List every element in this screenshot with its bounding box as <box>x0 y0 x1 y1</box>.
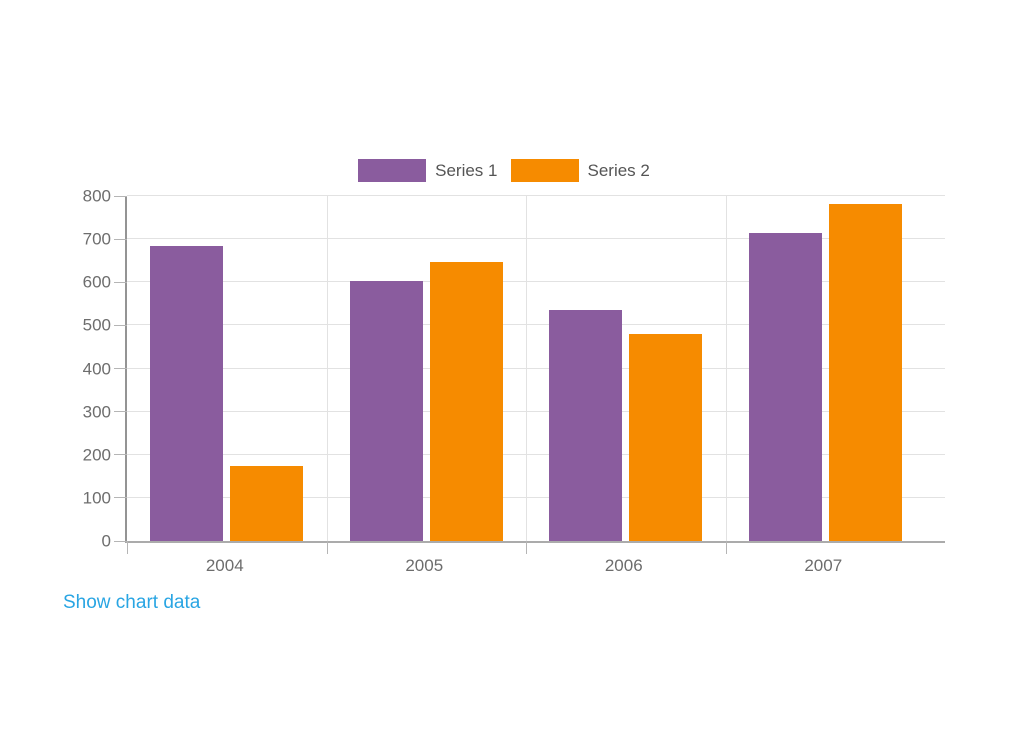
bar-series1-2007[interactable] <box>748 232 822 541</box>
y-gridline <box>127 238 945 240</box>
x-gridline <box>526 196 527 541</box>
legend-swatch <box>510 159 579 182</box>
bar-series2-2006[interactable] <box>629 334 703 541</box>
y-axis-tick-label: 500 <box>82 315 111 335</box>
y-gridline <box>127 367 945 369</box>
y-gridline <box>127 281 945 283</box>
y-axis-tick-label: 600 <box>82 272 111 292</box>
y-gridline <box>127 453 945 455</box>
y-axis-tick <box>114 497 127 499</box>
y-axis-tick-label: 200 <box>82 445 111 465</box>
y-axis-tick <box>114 454 127 456</box>
y-axis-tick-label: 400 <box>82 359 111 378</box>
y-axis-tick <box>114 238 127 240</box>
y-axis-tick <box>114 195 127 197</box>
legend-swatch <box>358 159 427 182</box>
x-axis-tick-label: 2006 <box>604 556 643 575</box>
bar-series1-2005[interactable] <box>349 280 423 541</box>
x-axis-tick <box>127 541 128 554</box>
bar-group-2004 <box>127 196 327 541</box>
x-axis-tick-label: 2004 <box>205 556 244 575</box>
x-axis-tick-label: 2007 <box>804 556 843 575</box>
bar-group-2005 <box>327 196 527 541</box>
y-axis-tick-label: 800 <box>82 186 111 206</box>
y-gridline <box>127 324 945 326</box>
x-axis-tick <box>526 541 527 554</box>
y-axis-tick-label: 0 <box>101 531 111 551</box>
y-gridline <box>127 195 945 196</box>
legend-label: Series 1 <box>435 161 498 180</box>
bar-group-2006 <box>526 196 726 541</box>
x-axis-tick-label: 2005 <box>405 556 444 575</box>
x-axis-tick <box>326 541 328 554</box>
bar-series2-2004[interactable] <box>230 465 304 541</box>
y-axis-tick-label: 100 <box>82 488 111 508</box>
bar-chart: Series 1 Series 2 0 100 200 300 400 500 600 700 8… <box>63 158 945 608</box>
y-gridline <box>127 410 945 412</box>
y-gridline <box>127 496 945 498</box>
plot-area: 0 100 200 300 400 500 600 700 800 <box>83 188 945 554</box>
y-axis-tick <box>114 540 127 542</box>
bar-group-2007 <box>726 196 926 541</box>
legend-label: Series 2 <box>587 161 650 180</box>
legend-item-series-1[interactable]: Series 1 <box>358 159 498 182</box>
y-axis-tick <box>114 281 127 283</box>
show-chart-data-link[interactable]: Show chart data <box>63 592 201 613</box>
legend-item-series-2[interactable]: Series 2 <box>510 159 650 182</box>
y-axis-tick <box>114 411 127 413</box>
x-axis-labels: 2004 2005 2006 2007 <box>125 555 945 577</box>
bar-series2-2007[interactable] <box>828 203 902 541</box>
x-axis-tick <box>725 541 727 554</box>
y-axis-tick-label: 300 <box>82 402 111 422</box>
y-axis-tick-label: 700 <box>82 229 111 249</box>
y-axis-tick <box>114 324 127 326</box>
y-axis-tick <box>114 368 127 369</box>
x-gridline <box>725 196 727 541</box>
chart-legend: Series 1 Series 2 <box>63 158 945 183</box>
bar-series2-2005[interactable] <box>429 261 503 541</box>
bar-series1-2006[interactable] <box>549 309 623 541</box>
bar-series1-2004[interactable] <box>150 246 224 541</box>
x-gridline <box>326 196 328 541</box>
